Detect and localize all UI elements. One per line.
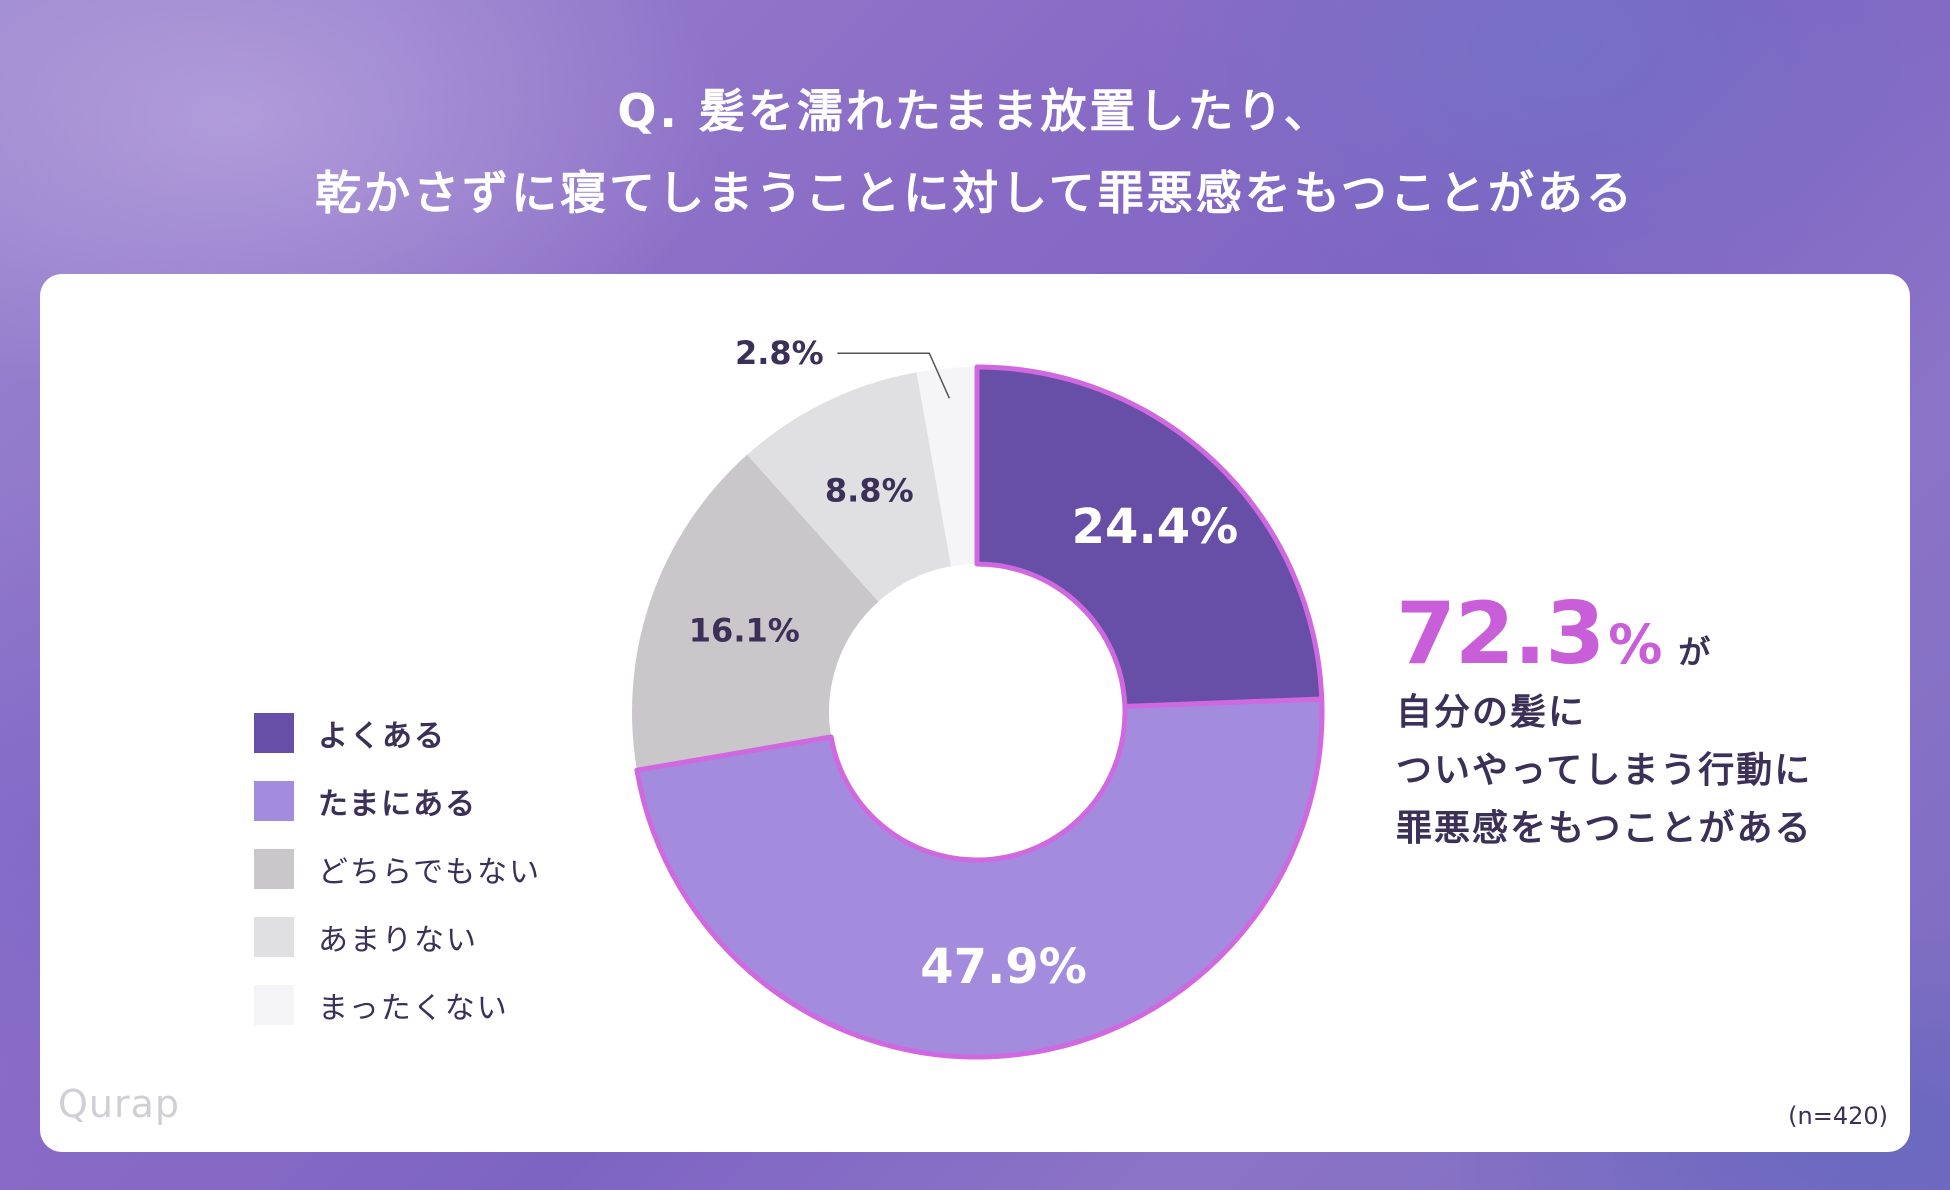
callout-percent: % (1608, 613, 1663, 676)
sample-size: (n=420) (1788, 1102, 1888, 1130)
donut-slice-rarely (747, 372, 952, 602)
callout-line-3: 罪悪感をもつことがある (1396, 808, 1813, 849)
chart-title: Q. 髪を濡れたまま放置したり、 乾かさずに寝てしまうことに対して罪悪感をもつこ… (0, 70, 1950, 234)
slice-label-sometimes: 47.9% (920, 939, 1087, 995)
callout-line-1: 自分の髪に (1396, 692, 1587, 733)
legend-swatch (254, 849, 294, 889)
slice-label-often: 24.4% (1072, 499, 1239, 555)
slice-label-rarely: 8.8% (825, 471, 914, 509)
legend: よくあるたまにあるどちらでもない あまりないまったくない (254, 699, 541, 1039)
title-line-2: 乾かさずに寝てしまうことに対して罪悪感をもつことがある (315, 166, 1635, 220)
legend-item: まったくない (254, 971, 541, 1039)
legend-label: あまりない (318, 923, 478, 958)
legend-label: まったくない (318, 991, 509, 1026)
donut-slice-never (916, 367, 977, 567)
donut-slice-sometimes (636, 698, 1322, 1058)
donut-highlight-divider (1124, 696, 1322, 709)
donut-slice-often (977, 367, 1322, 707)
legend-item: たまにある (254, 767, 541, 835)
legend-swatch (254, 781, 294, 821)
callout: 72.3 % が 自分の髪に ついやってしまう行動に 罪悪感をもつことがある (1396, 584, 1813, 858)
chart-card: 24.4% 47.9% 16.1% 8.8% 2.8% よくあるたまにあるどちらでもない… (40, 274, 1910, 1152)
title-line-1: Q. 髪を濡れたまま放置したり、 (617, 84, 1333, 138)
leader-line-never (837, 352, 951, 399)
legend-label: よくある (318, 719, 446, 754)
callout-suffix: が (1678, 633, 1711, 671)
legend-swatch (254, 713, 294, 753)
legend-label: どちらでもない (318, 855, 542, 890)
callout-line-2: ついやってしまう行動に (1396, 750, 1813, 791)
legend-label: たまにある (318, 787, 478, 822)
brand-logo: Qurap (58, 1082, 181, 1126)
donut-chart: 24.4% 47.9% 16.1% 8.8% 2.8% (632, 334, 1325, 1060)
donut-slice-neutral (632, 454, 879, 771)
slice-label-never: 2.8% (735, 334, 824, 372)
callout-number: 72.3 (1396, 584, 1605, 684)
donut-highlight-outline (634, 364, 1325, 1060)
legend-item: よくある (254, 699, 541, 767)
callout-headline: 72.3 % が (1396, 584, 1813, 684)
legend-swatch (254, 985, 294, 1025)
slice-label-neutral: 16.1% (689, 612, 800, 650)
legend-item: どちらでもない (254, 835, 541, 903)
legend-swatch (254, 917, 294, 957)
legend-item: あまりない (254, 903, 541, 971)
